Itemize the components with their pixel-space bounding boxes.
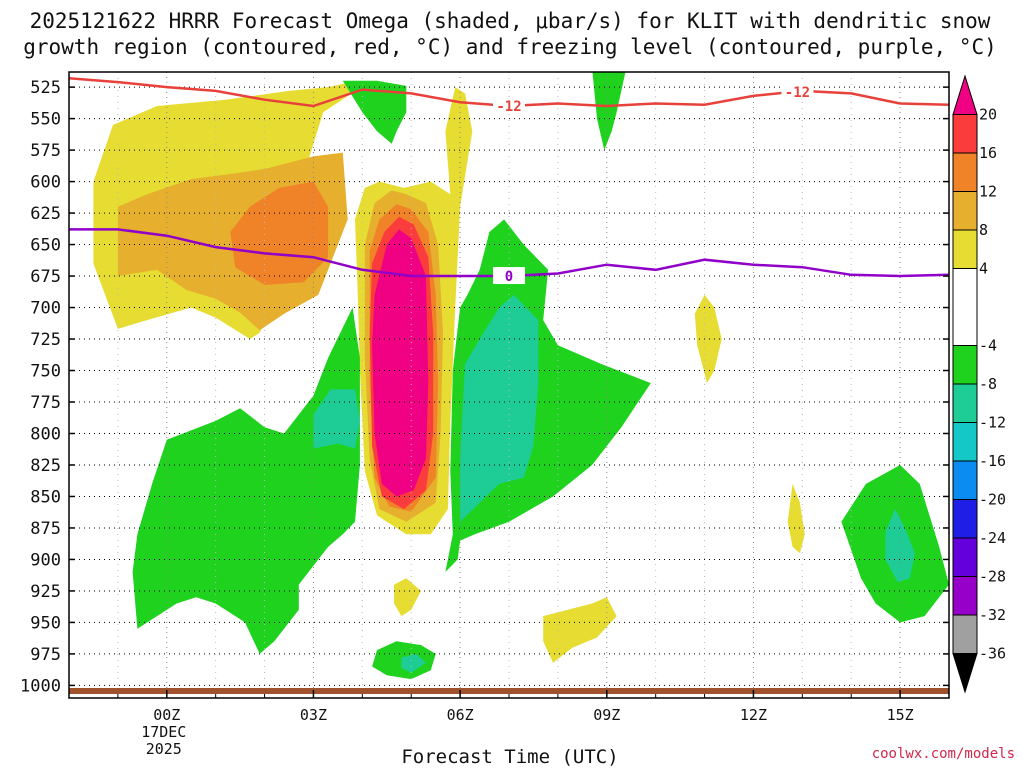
x-tick-date: 17DEC xyxy=(141,723,186,741)
contour-label-dendritic-growth-minus12: -12 xyxy=(785,85,810,101)
colorbar-bin xyxy=(952,191,978,231)
y-tick-label: 650 xyxy=(30,236,61,256)
y-tick-label: 925 xyxy=(30,582,61,602)
ground-surface xyxy=(69,688,949,694)
colorbar: -36 -32 -28 -24 -20 -16 -12 -8 -4 4 8 12 16 20 xyxy=(952,74,1006,694)
colorbar-bin xyxy=(952,383,978,423)
y-tick-label: 675 xyxy=(30,267,61,287)
omega-region-8 xyxy=(342,80,407,144)
x-tick-label: 15Z xyxy=(887,706,914,724)
colorbar-tick-label: 12 xyxy=(979,183,997,201)
grid xyxy=(68,72,950,698)
y-tick-label: 600 xyxy=(30,173,61,193)
y-tick-label: 525 xyxy=(30,78,61,98)
contour-label-bg xyxy=(493,267,525,285)
colorbar-tick-label: -4 xyxy=(979,337,997,355)
omega-shading xyxy=(93,72,949,680)
omega-region-9 xyxy=(592,72,626,151)
x-axis-label: Forecast Time (UTC) xyxy=(401,746,618,768)
colorbar-tick-label: -20 xyxy=(979,491,1006,509)
contour-label-dendritic-growth-minus12: -12 xyxy=(496,99,521,115)
colorbar-bin xyxy=(952,229,978,269)
y-tick-label: 700 xyxy=(30,299,61,319)
colorbar-tick-label: 8 xyxy=(979,221,988,239)
chart-title-line2: growth region (contoured, red, °C) and f… xyxy=(23,35,997,59)
x-tick-label: 06Z xyxy=(447,706,474,724)
y-tick-label: 1000 xyxy=(20,676,61,696)
colorbar-tick-label: -36 xyxy=(979,645,1006,663)
omega-region-15 xyxy=(401,653,426,673)
x-tick-label: 03Z xyxy=(300,706,327,724)
colorbar-tick-label: 20 xyxy=(979,106,997,124)
colorbar-tick-label: -24 xyxy=(979,529,1006,547)
omega-region-19 xyxy=(543,597,617,663)
y-tick-label: 950 xyxy=(30,613,61,633)
y-tick-label: 775 xyxy=(30,393,61,413)
colorbar-bin xyxy=(952,268,978,346)
omega-region-21 xyxy=(787,483,805,554)
colorbar-bin xyxy=(952,114,978,154)
colorbar-bin xyxy=(952,614,978,654)
y-tick-label: 875 xyxy=(30,519,61,539)
omega-region-17 xyxy=(885,509,915,583)
colorbar-tick-label: 4 xyxy=(979,260,988,278)
y-tick-label: 550 xyxy=(30,110,61,130)
y-tick-label: 575 xyxy=(30,141,61,161)
colorbar-tick-label: -16 xyxy=(979,452,1006,470)
temperature-contours: -12 -12 0 xyxy=(69,77,949,285)
x-tick-label: 09Z xyxy=(593,706,620,724)
contour-label-bg xyxy=(781,83,814,101)
contour-label-freezing-level-0: 0 xyxy=(505,269,513,285)
colorbar-bin xyxy=(952,345,978,385)
y-tick-label: 625 xyxy=(30,204,61,224)
y-tick-label: 725 xyxy=(30,330,61,350)
colorbar-bin xyxy=(952,74,978,115)
colorbar-bin xyxy=(952,576,978,616)
y-tick-label: 800 xyxy=(30,424,61,444)
x-tick-label: 00Z xyxy=(153,706,180,724)
x-tick-label: 12Z xyxy=(740,706,767,724)
x-tick-year: 2025 xyxy=(146,740,182,758)
y-tick-label: 750 xyxy=(30,362,61,382)
y-tick-label: 825 xyxy=(30,456,61,476)
colorbar-tick-label: -8 xyxy=(979,375,997,393)
colorbar-tick-label: 16 xyxy=(979,144,997,162)
y-tick-label: 900 xyxy=(30,550,61,570)
credit-text: coolwx.com/models xyxy=(872,746,1015,762)
omega-region-12 xyxy=(132,307,360,654)
chart-title-line1: 2025121622 HRRR Forecast Omega (shaded, … xyxy=(30,9,991,33)
omega-region-7 xyxy=(372,229,429,497)
colorbar-tick-label: -12 xyxy=(979,414,1006,432)
colorbar-bin xyxy=(952,653,978,694)
omega-region-13 xyxy=(313,389,360,449)
omega-region-20 xyxy=(694,294,722,384)
colorbar-bin xyxy=(952,537,978,577)
contour-label-bg xyxy=(493,97,525,115)
y-tick-label: 850 xyxy=(30,487,61,507)
colorbar-tick-label: -32 xyxy=(979,606,1006,624)
omega-region-2 xyxy=(230,181,329,285)
colorbar-bin xyxy=(952,422,978,462)
colorbar-tick-label: -28 xyxy=(979,568,1006,586)
y-tick-label: 975 xyxy=(30,645,61,665)
colorbar-bin xyxy=(952,499,978,539)
y-axis: 525 550 575 600 625 650 675 700 725 750 775 800 825 8… xyxy=(20,78,949,696)
colorbar-bin xyxy=(952,152,978,192)
colorbar-bin xyxy=(952,460,978,500)
omega-region-18 xyxy=(394,578,421,617)
